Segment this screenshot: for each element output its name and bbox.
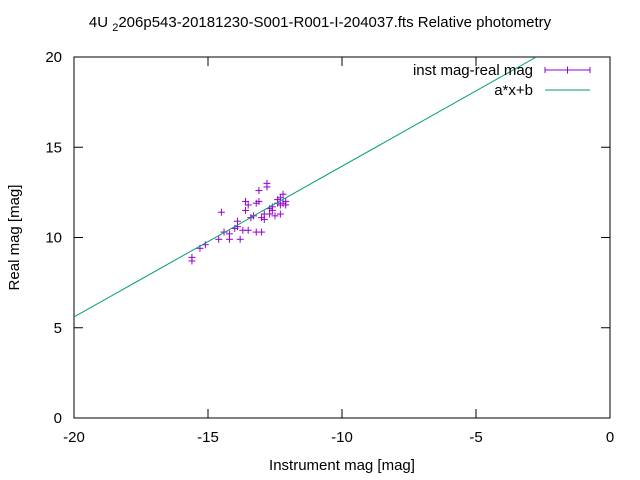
data-point [279, 190, 287, 198]
y-tick-label: 10 [45, 230, 62, 247]
legend-label: a*x+b [494, 82, 533, 99]
data-point [255, 187, 263, 195]
data-point [188, 257, 196, 265]
y-tick-label: 20 [45, 49, 62, 66]
plot-frame [73, 56, 611, 419]
y-tick-label: 15 [45, 139, 62, 156]
fit-line [74, 57, 537, 318]
chart-title: 4U 2206p543-20181230-S001-R001-I-204037.… [0, 14, 640, 34]
data-point [266, 210, 274, 218]
data-point [242, 197, 250, 205]
chart-title-prefix: 4U [88, 14, 109, 31]
data-point [225, 230, 233, 238]
x-tick-label: -5 [469, 429, 482, 446]
legend-label: inst mag-real mag [413, 62, 533, 79]
y-axis-label: Real mag [mag] [6, 185, 23, 291]
data-point [244, 201, 252, 209]
data-point [263, 183, 271, 191]
data-point [276, 210, 284, 218]
data-point [268, 206, 276, 214]
data-point [242, 206, 250, 214]
y-tick-label: 5 [54, 320, 62, 337]
data-point [271, 212, 279, 220]
chart-title-subscript: 2 [112, 22, 119, 34]
data-point [217, 208, 225, 216]
data-point [276, 194, 284, 202]
data-point [233, 217, 241, 225]
chart-title-suffix: 206p543-20181230-S001-R001-I-204037.fts … [118, 14, 552, 31]
data-point [215, 235, 223, 243]
x-axis-label: Instrument mag [mag] [269, 457, 415, 474]
data-point [255, 197, 263, 205]
data-point [244, 226, 252, 234]
data-point [282, 197, 290, 205]
x-tick-label: -20 [63, 429, 85, 446]
y-tick-label: 0 [54, 410, 62, 427]
x-tick-label: -15 [197, 429, 219, 446]
x-tick-label: -10 [331, 429, 353, 446]
x-tick-label: 0 [606, 429, 614, 446]
data-point [236, 235, 244, 243]
data-point [258, 228, 266, 236]
